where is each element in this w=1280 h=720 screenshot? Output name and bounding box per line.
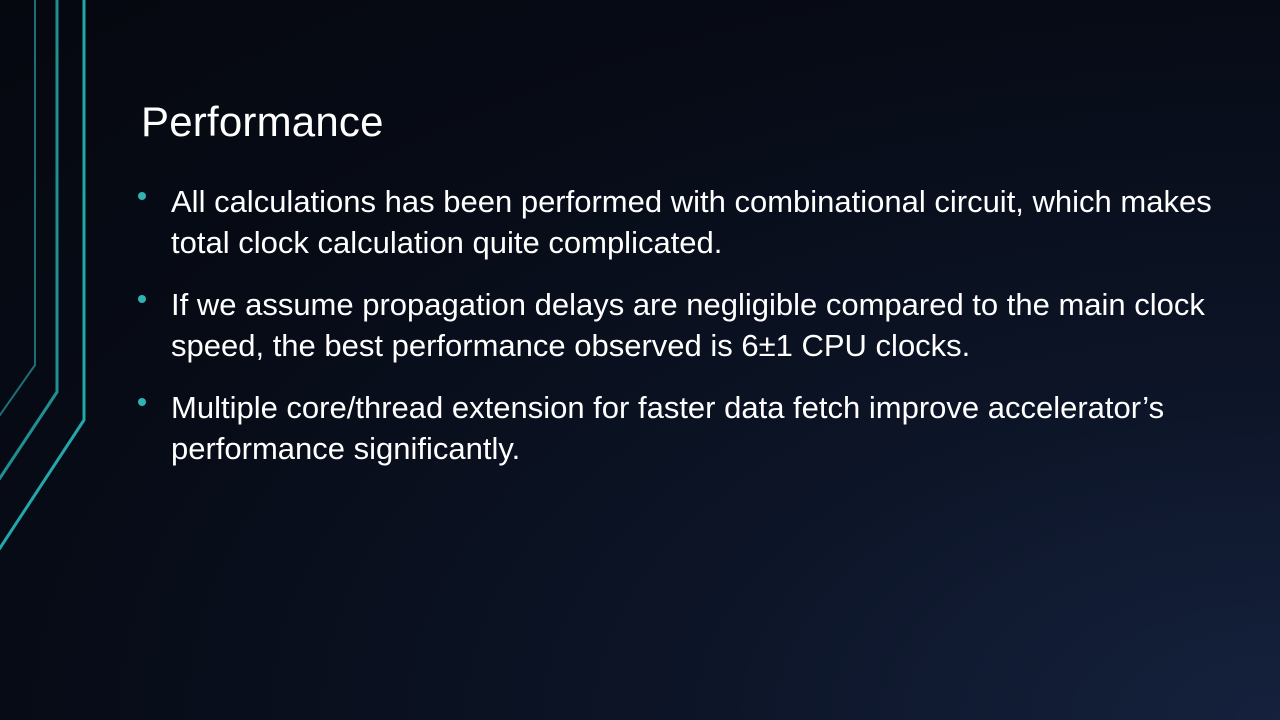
circuit-line-inner xyxy=(0,0,36,417)
bullet-item: All calculations has been performed with… xyxy=(137,181,1237,263)
bullet-dot-icon xyxy=(138,398,146,406)
slide-title: Performance xyxy=(141,98,384,145)
bullet-item: If we assume propagation delays are negl… xyxy=(137,284,1237,366)
bullet-text: All calculations has been performed with… xyxy=(171,184,1212,260)
bullet-text: If we assume propagation delays are negl… xyxy=(171,287,1205,363)
bullet-item: Multiple core/thread extension for faste… xyxy=(137,387,1237,469)
bullet-text: Multiple core/thread extension for faste… xyxy=(171,390,1165,466)
circuit-line-outer xyxy=(0,0,86,551)
bullet-list: All calculations has been performed with… xyxy=(137,181,1237,490)
bullet-dot-icon xyxy=(138,295,146,303)
bullet-dot-icon xyxy=(138,192,146,200)
circuit-line-middle xyxy=(0,0,59,481)
decorative-circuit-lines xyxy=(0,0,86,551)
